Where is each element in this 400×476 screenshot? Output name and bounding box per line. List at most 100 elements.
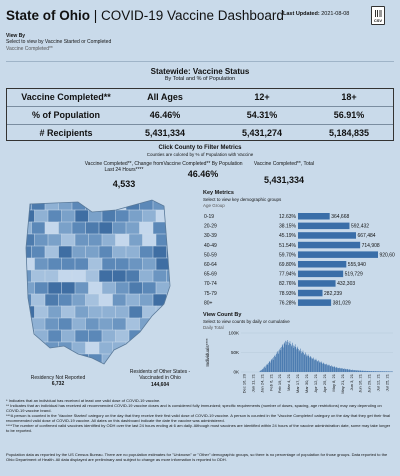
county-tile[interactable] [21, 209, 35, 223]
daily-bar[interactable] [317, 361, 318, 372]
county-tile[interactable] [85, 293, 100, 307]
county-tile[interactable] [155, 329, 170, 343]
county-tile[interactable] [85, 269, 100, 283]
county-tile[interactable] [59, 366, 73, 368]
daily-bar[interactable] [317, 361, 319, 372]
county-tile[interactable] [115, 209, 130, 223]
daily-bar[interactable] [312, 358, 313, 372]
daily-bar[interactable] [300, 348, 301, 372]
county-tile[interactable] [21, 305, 35, 319]
daily-bar[interactable] [365, 370, 367, 372]
county-tile[interactable] [58, 269, 73, 283]
daily-bar[interactable] [376, 371, 377, 372]
county-tile[interactable] [166, 269, 179, 283]
key-metrics-select[interactable]: Age Group [203, 203, 225, 208]
daily-bar[interactable] [362, 370, 363, 372]
daily-bar[interactable] [316, 360, 317, 372]
daily-bar[interactable] [364, 370, 365, 372]
daily-bar[interactable] [380, 371, 382, 372]
daily-bar[interactable] [320, 361, 322, 372]
daily-bar[interactable] [281, 347, 282, 372]
daily-bar[interactable] [297, 346, 299, 372]
daily-bar[interactable] [353, 370, 354, 372]
daily-bar[interactable] [328, 365, 329, 372]
daily-bar[interactable] [291, 346, 292, 372]
daily-bar[interactable] [391, 371, 392, 372]
county-tile[interactable] [153, 366, 167, 368]
county-tile[interactable] [128, 305, 143, 319]
daily-bar[interactable] [267, 364, 269, 372]
county-tile[interactable] [101, 281, 116, 295]
daily-bar[interactable] [357, 370, 358, 372]
county-tile[interactable] [169, 353, 179, 366]
daily-bar[interactable] [372, 371, 373, 372]
county-tile[interactable] [20, 366, 32, 368]
county-tile[interactable] [169, 209, 179, 223]
daily-bar[interactable] [350, 370, 352, 372]
daily-bar[interactable] [331, 365, 332, 372]
county-tile[interactable] [74, 305, 89, 319]
daily-bar[interactable] [322, 363, 324, 372]
county-tile[interactable] [128, 233, 143, 247]
county-tile[interactable] [31, 269, 46, 283]
county-tile[interactable] [152, 317, 167, 331]
county-tile[interactable] [74, 209, 89, 223]
daily-bar[interactable] [271, 359, 273, 372]
daily-bar[interactable] [291, 344, 293, 372]
county-tile[interactable] [142, 329, 157, 343]
daily-bar[interactable] [283, 347, 284, 372]
age-bar[interactable] [298, 251, 378, 258]
county-tile[interactable] [112, 221, 127, 235]
daily-bar[interactable] [315, 359, 316, 372]
daily-bar[interactable] [387, 371, 389, 372]
daily-bar[interactable] [287, 341, 289, 372]
daily-bar[interactable] [377, 371, 378, 372]
daily-bar[interactable] [382, 371, 384, 372]
county-tile[interactable] [45, 366, 59, 368]
daily-bar[interactable] [269, 361, 271, 372]
age-bar[interactable] [298, 222, 350, 230]
daily-bar[interactable] [304, 354, 306, 372]
daily-bar[interactable] [371, 371, 373, 372]
daily-bar[interactable] [323, 362, 325, 372]
county-tile[interactable] [71, 198, 86, 211]
county-tile[interactable] [125, 293, 140, 307]
daily-bar[interactable] [285, 340, 286, 372]
daily-bar[interactable] [338, 368, 339, 372]
county-tile[interactable] [98, 221, 113, 235]
daily-bar[interactable] [266, 364, 267, 372]
county-tile[interactable] [142, 209, 157, 223]
county-tile[interactable] [112, 341, 127, 355]
county-tile[interactable] [115, 233, 130, 247]
daily-bar[interactable] [325, 364, 326, 372]
county-tile[interactable] [44, 269, 59, 283]
county-tile[interactable] [61, 233, 76, 247]
county-tile[interactable] [31, 341, 46, 355]
daily-bar[interactable] [307, 354, 309, 372]
daily-bar[interactable] [337, 368, 339, 372]
daily-bar[interactable] [357, 370, 359, 372]
county-tile[interactable] [61, 209, 76, 223]
daily-bar[interactable] [268, 363, 269, 372]
county-tile[interactable] [44, 221, 59, 235]
county-tile[interactable] [44, 198, 59, 211]
county-tile[interactable] [155, 209, 170, 223]
daily-bar[interactable] [334, 366, 336, 372]
daily-bar[interactable] [329, 366, 331, 372]
county-tile[interactable] [32, 366, 46, 368]
age-bar[interactable] [298, 299, 332, 306]
county-tile[interactable] [152, 245, 167, 259]
county-tile[interactable] [34, 257, 49, 271]
daily-bar[interactable] [330, 366, 332, 372]
view-count-select[interactable]: Daily Total [203, 325, 224, 330]
county-tile[interactable] [71, 221, 86, 235]
daily-bar[interactable] [332, 366, 334, 372]
daily-bar[interactable] [354, 370, 356, 372]
county-tile[interactable] [44, 293, 59, 307]
county-tile[interactable] [88, 257, 103, 271]
daily-bar[interactable] [345, 369, 347, 372]
county-tile[interactable] [44, 317, 59, 331]
daily-bar[interactable] [387, 371, 388, 372]
county-tile[interactable] [125, 341, 140, 355]
daily-bar[interactable] [294, 346, 295, 372]
